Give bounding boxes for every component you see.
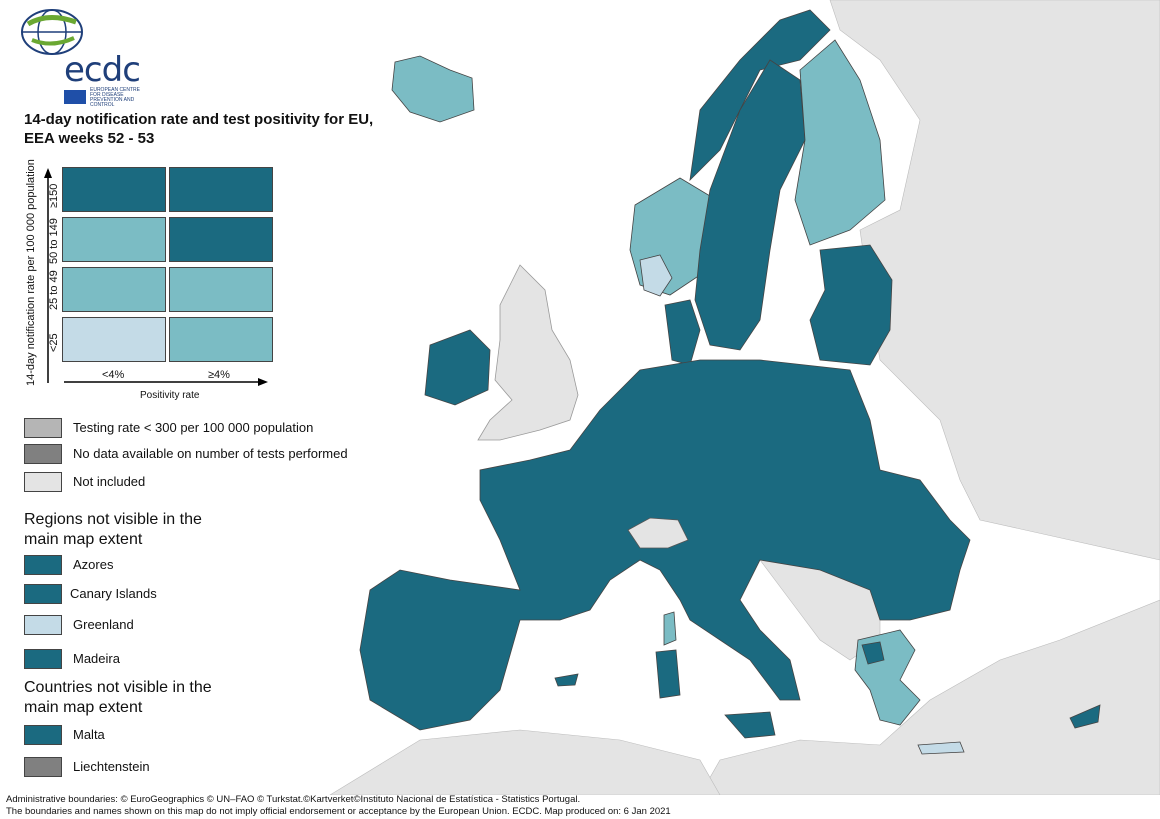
legend-y-cat-2: 25 to 49 xyxy=(48,270,60,310)
legend-cell-r2-c0 xyxy=(62,267,166,312)
europe-map xyxy=(329,0,1160,795)
legend-cell-r2-c1 xyxy=(169,267,273,312)
legend-swatch xyxy=(24,725,62,745)
legend-x-axis-label: Positivity rate xyxy=(140,390,200,401)
legend-swatch xyxy=(24,615,62,635)
footer-line-1: Administrative boundaries: © EuroGeograp… xyxy=(6,794,581,805)
map-footer: Administrative boundaries: © EuroGeograp… xyxy=(6,794,671,818)
legend-label: Not included xyxy=(73,474,146,489)
legend-cell-r1-c0 xyxy=(62,217,166,262)
ireland xyxy=(424,329,491,406)
map-canvas xyxy=(329,0,1160,795)
legend-label: Malta xyxy=(73,727,105,742)
norway-southwest xyxy=(639,254,673,297)
logo-subtitle: EUROPEAN CENTRE FOR DISEASE PREVENTION A… xyxy=(90,87,141,108)
baltics xyxy=(809,244,893,366)
crete xyxy=(917,741,965,755)
legend-cell-r0-c1 xyxy=(169,167,273,212)
denmark xyxy=(664,299,701,366)
balearic-islands xyxy=(554,673,579,687)
legend-label: No data available on number of tests per… xyxy=(73,446,348,461)
legend-label: Greenland xyxy=(73,617,134,632)
legend-x-cat-0: <4% xyxy=(102,369,125,381)
legend-axes xyxy=(44,168,268,386)
ecdc-logo: ecdc EUROPEAN CENTRE FOR DISEASE PREVENT… xyxy=(18,6,141,108)
legend-cell-r0-c0 xyxy=(62,167,166,212)
norway-north xyxy=(689,9,831,182)
legend-label: Canary Islands xyxy=(70,586,157,601)
eu-flag-icon xyxy=(64,90,86,104)
legend-cell-r1-c1 xyxy=(169,217,273,262)
legend-label: Testing rate < 300 per 100 000 populatio… xyxy=(73,420,314,435)
switzerland-overlay xyxy=(627,517,689,549)
sweden xyxy=(694,59,806,351)
countries-heading: Countries not visible in the main map ex… xyxy=(24,679,212,716)
legend-swatch xyxy=(24,757,62,777)
regions-heading: Regions not visible in the main map exte… xyxy=(24,511,202,548)
map-title: 14-day notification rate and test positi… xyxy=(24,111,374,147)
legend-label: Liechtenstein xyxy=(73,759,150,774)
legend-x-cat-1: ≥4% xyxy=(208,369,230,381)
iceland xyxy=(391,55,475,123)
legend-y-cat-0: ≥150 xyxy=(48,183,60,208)
logo-wordmark: ecdc xyxy=(64,50,141,90)
legend-label: Madeira xyxy=(73,651,120,666)
legend-swatch xyxy=(24,472,62,492)
footer-line-2: The boundaries and names shown on this m… xyxy=(6,806,671,817)
globe-icon xyxy=(21,9,83,55)
north-africa xyxy=(329,729,721,795)
legend-swatch xyxy=(24,444,62,464)
legend-cell-r3-c0 xyxy=(62,317,166,362)
finland xyxy=(794,39,886,246)
legend-y-cat-3: <25 xyxy=(48,333,60,352)
legend-swatch xyxy=(24,584,62,604)
sardinia xyxy=(655,649,681,699)
united-kingdom xyxy=(477,264,579,441)
legend-swatch xyxy=(24,555,62,575)
non-eu-east xyxy=(699,0,1160,795)
legend-label: Azores xyxy=(73,557,114,572)
legend-swatch xyxy=(24,418,62,438)
corsica xyxy=(663,611,677,646)
legend-y-cat-1: 50 to 149 xyxy=(48,218,60,264)
legend-y-axis-label: 14-day notification rate per 100 000 pop… xyxy=(25,159,37,386)
sicily xyxy=(724,711,776,739)
legend-cell-r3-c1 xyxy=(169,317,273,362)
legend-swatch xyxy=(24,649,62,669)
greece-north-dark xyxy=(861,641,885,665)
cyprus xyxy=(1069,704,1101,729)
